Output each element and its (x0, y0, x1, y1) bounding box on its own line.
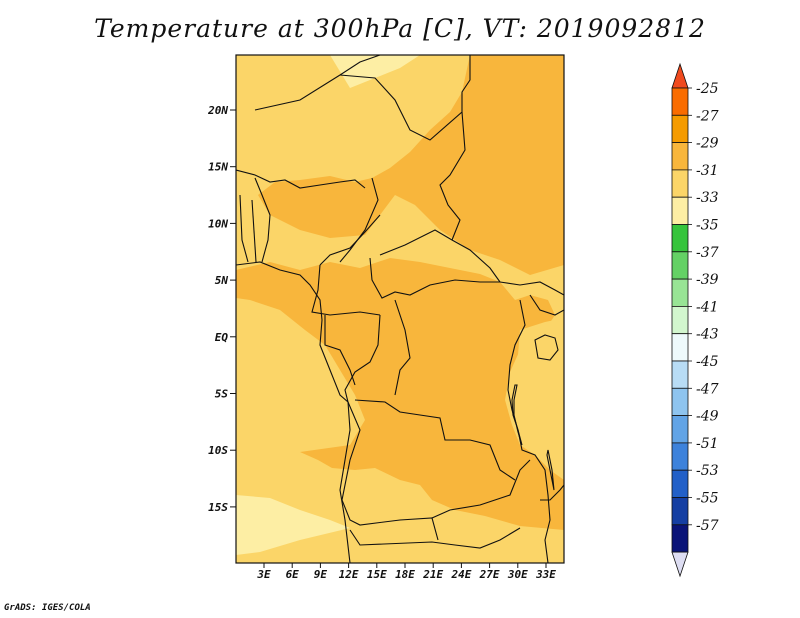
y-axis: 20N 15N 10N 5N EQ 5S 10S 15S (207, 104, 236, 514)
colorbar-label: -29 (696, 136, 719, 152)
y-tick-label: 20N (207, 104, 228, 117)
colorbar-top-arrow (671, 62, 689, 89)
colorbar-swatch (671, 278, 689, 307)
colorbar-label: -43 (696, 327, 719, 343)
border-coast-gulf (236, 261, 349, 403)
field-region-southwest-33-35 (236, 495, 350, 555)
y-tick-label: EQ (215, 331, 229, 344)
border-drc-south (354, 399, 516, 481)
colorbar-label: -33 (696, 190, 719, 206)
colorbar-swatch (671, 442, 689, 471)
border-ghana (239, 194, 249, 263)
y-tick-label: 10S (208, 444, 228, 457)
y-tick-label: 10N (208, 217, 228, 230)
y-tick-label: 15S (208, 501, 228, 514)
temperature-field (236, 55, 564, 563)
colorbar-label: -53 (696, 463, 719, 479)
x-axis: 3E 6E 9E 12E 15E 18E 21E 24E 27E 30E 33E (256, 563, 556, 581)
field-region-east-31-33 (518, 318, 564, 440)
border-chad-west (339, 177, 379, 263)
colorbar-swatch (671, 87, 689, 116)
border-chad-south (379, 229, 501, 283)
border-kenya (529, 294, 564, 316)
x-tick-label: 15E (367, 568, 387, 581)
border-sahara-lines-2 (339, 55, 471, 141)
colorbar-label: -25 (696, 81, 719, 97)
colorbar-label: -51 (696, 436, 719, 452)
border-coast-angola (339, 401, 351, 563)
colorbar-label: -31 (696, 163, 719, 179)
border-chad-east (439, 111, 466, 241)
colorbar-label: -27 (696, 108, 719, 124)
colorbar-label: -47 (696, 381, 719, 397)
border-congo (344, 314, 381, 403)
x-tick-label: 24E (450, 568, 471, 581)
colorbar-label: -55 (696, 491, 719, 507)
y-tick-label: 15N (208, 161, 228, 174)
border-zambia (431, 459, 531, 519)
x-tick-label: 6E (286, 568, 300, 581)
colorbar-label: -37 (696, 245, 719, 261)
colorbar-swatch (671, 305, 689, 335)
x-tick-label: 9E (314, 568, 328, 581)
x-tick-label: 12E (339, 568, 359, 581)
colorbar-label: -41 (696, 299, 719, 315)
map-frame (235, 54, 565, 564)
colorbar-label: -39 (696, 272, 719, 288)
colorbar-swatch (671, 524, 689, 553)
colorbar-swatch (671, 251, 689, 280)
y-tick-label: 5N (215, 274, 229, 287)
x-tick-label: 27E (479, 568, 500, 581)
colorbar-label: -45 (696, 354, 719, 370)
border-nigeria-east (319, 214, 381, 266)
colorbar-bottom-arrow (671, 551, 689, 578)
colorbar-swatch (671, 360, 689, 389)
x-tick-label: 33E (535, 568, 556, 581)
colorbar-swatch (671, 224, 689, 253)
border-car (369, 257, 500, 299)
y-tick-label: 5S (215, 388, 229, 401)
colorbar-swatch (671, 415, 689, 444)
border-namibia (349, 527, 521, 549)
chart-title: Temperature at 300hPa [C], VT: 201909281… (94, 14, 706, 43)
colorbar-label: -49 (696, 409, 719, 425)
border-drc-north (394, 299, 411, 396)
border-west-coast (236, 169, 366, 189)
colorbar: -25 -27 -29 -31 -33 -35 -37 -39 -41 -43 -45 -47 -49 -… (671, 62, 719, 578)
border-sudan-south (499, 281, 564, 296)
colorbar-swatch (671, 387, 689, 416)
colorbar-swatch (671, 114, 689, 144)
country-borders (236, 55, 564, 563)
field-region-central-29-31 (236, 258, 564, 530)
colorbar-swatch (671, 169, 689, 198)
x-tick-label: 3E (256, 568, 271, 581)
border-lakes-tanganyika (511, 384, 523, 446)
footer-credit: GrADS: IGES/COLA (4, 603, 91, 613)
border-mozambique (540, 484, 564, 501)
x-tick-label: 30E (507, 568, 528, 581)
colorbar-swatch (671, 142, 689, 171)
field-region-north-29-31 (258, 55, 564, 275)
colorbar-swatch (671, 333, 689, 362)
colorbar-swatch (671, 196, 689, 225)
border-nigeria (254, 177, 271, 263)
x-tick-label: 18E (395, 568, 415, 581)
border-angola (341, 401, 439, 541)
colorbar-swatch (671, 469, 689, 498)
colorbar-label: -57 (696, 518, 719, 534)
field-region-sahel-33-35 (330, 55, 420, 88)
border-gabon (324, 315, 356, 386)
border-lake-malawi (546, 449, 555, 491)
colorbar-swatch (671, 497, 689, 526)
border-lake-victoria (534, 334, 559, 361)
border-togo (251, 199, 257, 263)
x-tick-label: 21E (422, 568, 443, 581)
colorbar-label: -35 (696, 218, 719, 234)
